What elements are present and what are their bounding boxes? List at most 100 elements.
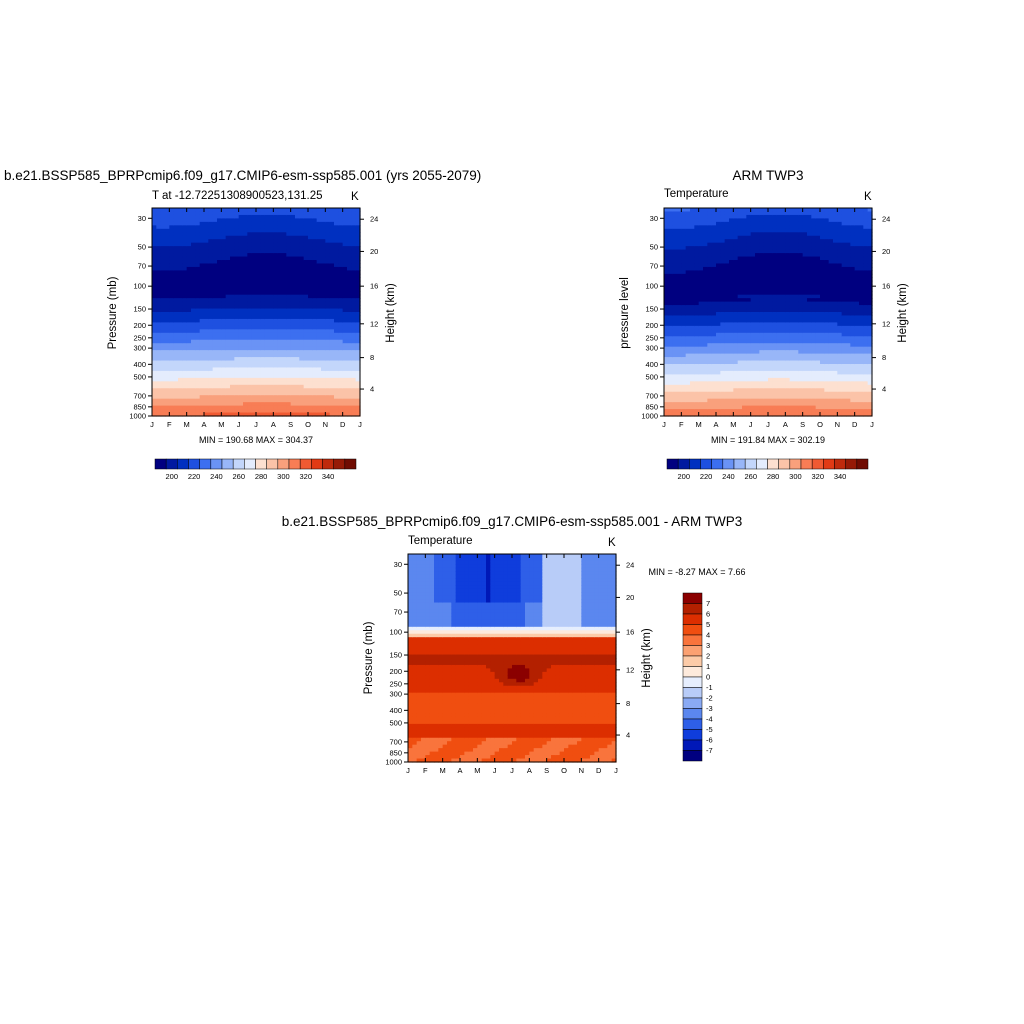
panel2-cell <box>789 308 795 313</box>
panel2-cell <box>724 225 730 230</box>
panel1-cell <box>243 395 248 400</box>
panel1-cell <box>156 377 162 382</box>
panel1-cell <box>347 398 352 403</box>
panel1-cell <box>243 305 248 310</box>
panel1-cell <box>178 246 183 251</box>
panel1-cell <box>234 402 240 407</box>
panel1-cell <box>182 405 188 410</box>
panel2-cell <box>707 339 713 344</box>
panel1-cell <box>329 398 335 403</box>
panel2-cell <box>677 312 682 317</box>
panel2-cell <box>724 246 730 251</box>
panel1-cell <box>208 353 214 358</box>
panel1-cell <box>260 214 266 219</box>
panel2-cell <box>763 402 769 407</box>
panel1-cell <box>325 287 331 292</box>
panel1-cell <box>160 284 166 289</box>
panel1-cell <box>152 232 157 237</box>
panel2-cell <box>746 370 752 375</box>
panel2-cell <box>677 270 682 275</box>
panel2-cell <box>690 405 695 410</box>
panel2-cell <box>802 305 808 310</box>
panel1-cell <box>217 325 222 330</box>
panel1-cell <box>308 343 313 348</box>
panel1-cell <box>169 256 175 261</box>
panel2-cell <box>746 284 752 289</box>
panel1-cell <box>160 405 166 410</box>
panel2-cell <box>681 364 687 369</box>
panel2-cell <box>672 388 678 393</box>
panel1-cell <box>199 266 205 271</box>
panel1-cell <box>238 405 244 410</box>
panel2-cell <box>716 249 721 254</box>
panel1-cell <box>204 388 209 393</box>
panel1-cell <box>208 350 214 355</box>
panel2-cell <box>785 256 791 261</box>
panel2-cell <box>720 228 726 233</box>
panel1-cell <box>277 332 283 337</box>
panel1-cell <box>282 322 287 327</box>
panel2-cell <box>720 232 726 237</box>
panel2-cell <box>698 377 704 382</box>
panel2-cell <box>785 270 791 275</box>
panel2-cell <box>794 318 799 323</box>
panel1-cell <box>347 315 352 320</box>
panel1-cell <box>204 291 209 296</box>
panel1-cell <box>221 266 227 271</box>
panel2-cell <box>681 249 687 254</box>
panel2-cell <box>690 235 695 240</box>
panel1-cell <box>173 239 179 244</box>
panel2-cell <box>694 287 700 292</box>
panel1-cell <box>286 381 292 386</box>
panel2-cell <box>742 364 747 369</box>
panel2-cell <box>772 284 778 289</box>
panel2-cell <box>690 253 695 258</box>
panel1-cell <box>355 318 361 323</box>
panel2-cell <box>776 318 782 323</box>
panel1-cell <box>303 232 309 237</box>
panel2-cell <box>720 260 726 265</box>
panel1-cell <box>286 287 292 292</box>
panel1-cell <box>212 305 218 310</box>
panel1-y-tick-label: 850 <box>133 402 146 411</box>
panel1-cell <box>238 308 244 313</box>
panel1-cell <box>230 273 235 278</box>
panel2-cell <box>677 308 682 313</box>
panel2-cell <box>716 291 721 296</box>
panel1-cell <box>325 308 331 313</box>
panel2-cell <box>690 228 695 233</box>
panel2-cell <box>768 350 773 355</box>
panel1-cell <box>295 266 300 271</box>
panel1-cell <box>295 239 300 244</box>
panel1-cell <box>342 353 348 358</box>
panel1-cell <box>312 242 318 247</box>
panel1-cell <box>191 287 196 292</box>
panel1-cell <box>351 325 357 330</box>
panel1-cell <box>212 325 218 330</box>
panel1-cell <box>243 273 248 278</box>
panel2-cell <box>681 239 687 244</box>
panel2-cell <box>677 350 682 355</box>
panel1-cell <box>282 364 287 369</box>
panel1-cell <box>260 364 266 369</box>
panel2-cell <box>694 350 700 355</box>
panel1-cell <box>221 270 227 275</box>
panel1-cell <box>208 398 214 403</box>
panel1-cell <box>208 284 214 289</box>
panel1-cell <box>156 388 162 393</box>
panel2-cell <box>794 287 799 292</box>
panel1-cell <box>256 395 261 400</box>
panel2-cell <box>785 350 791 355</box>
panel2-cell <box>737 239 743 244</box>
panel1-cell <box>260 391 266 396</box>
panel1-cell <box>165 315 170 320</box>
panel1-cell <box>238 305 244 310</box>
panel1-cell <box>217 308 222 313</box>
panel1-cell <box>351 287 357 292</box>
panel2-cell <box>737 377 743 382</box>
panel1-cell <box>303 277 309 282</box>
panel2-cell <box>711 374 717 379</box>
panel2-cell <box>776 277 782 282</box>
panel2-cell <box>781 318 786 323</box>
panel1-cell <box>286 291 292 296</box>
